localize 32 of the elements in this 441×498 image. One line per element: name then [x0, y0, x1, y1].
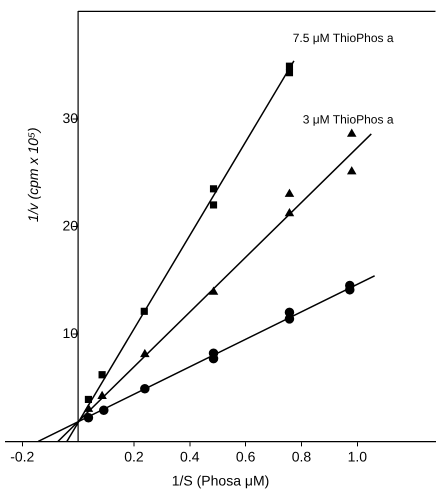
point	[140, 384, 150, 394]
point	[84, 396, 92, 404]
x-tick-label: 0.2	[124, 448, 144, 465]
point	[84, 413, 94, 422]
point	[140, 308, 148, 315]
point	[348, 166, 356, 174]
point	[285, 189, 294, 197]
x-axis-title: 1/S (Phosa μM)	[172, 472, 270, 488]
y-tick-label: 20	[62, 217, 78, 234]
point	[210, 201, 218, 208]
x-tick-label: 0.6	[236, 448, 256, 465]
point	[286, 69, 294, 76]
y-tick-label: 10	[62, 324, 78, 341]
annotation: 7.5 μM ThioPhos a	[292, 31, 394, 46]
point	[285, 208, 294, 216]
point	[98, 392, 106, 399]
x-tick-label: 0.8	[292, 448, 312, 465]
y-axis-title: 1/v (cpm x 10⁵)	[24, 128, 41, 222]
x-tick-label: 0.4	[180, 448, 200, 465]
point	[286, 62, 294, 70]
x-tick-label: -0.2	[10, 448, 35, 465]
annotation: 3 μM ThioPhos a	[302, 112, 394, 126]
point	[140, 350, 150, 358]
point	[284, 314, 294, 324]
point	[99, 405, 109, 415]
x-tick-label: 1.0	[348, 448, 368, 465]
point	[210, 185, 218, 192]
point	[84, 404, 93, 412]
point	[348, 129, 356, 137]
y-tick-label: 30	[62, 110, 78, 126]
point	[98, 371, 106, 378]
point	[209, 287, 218, 295]
